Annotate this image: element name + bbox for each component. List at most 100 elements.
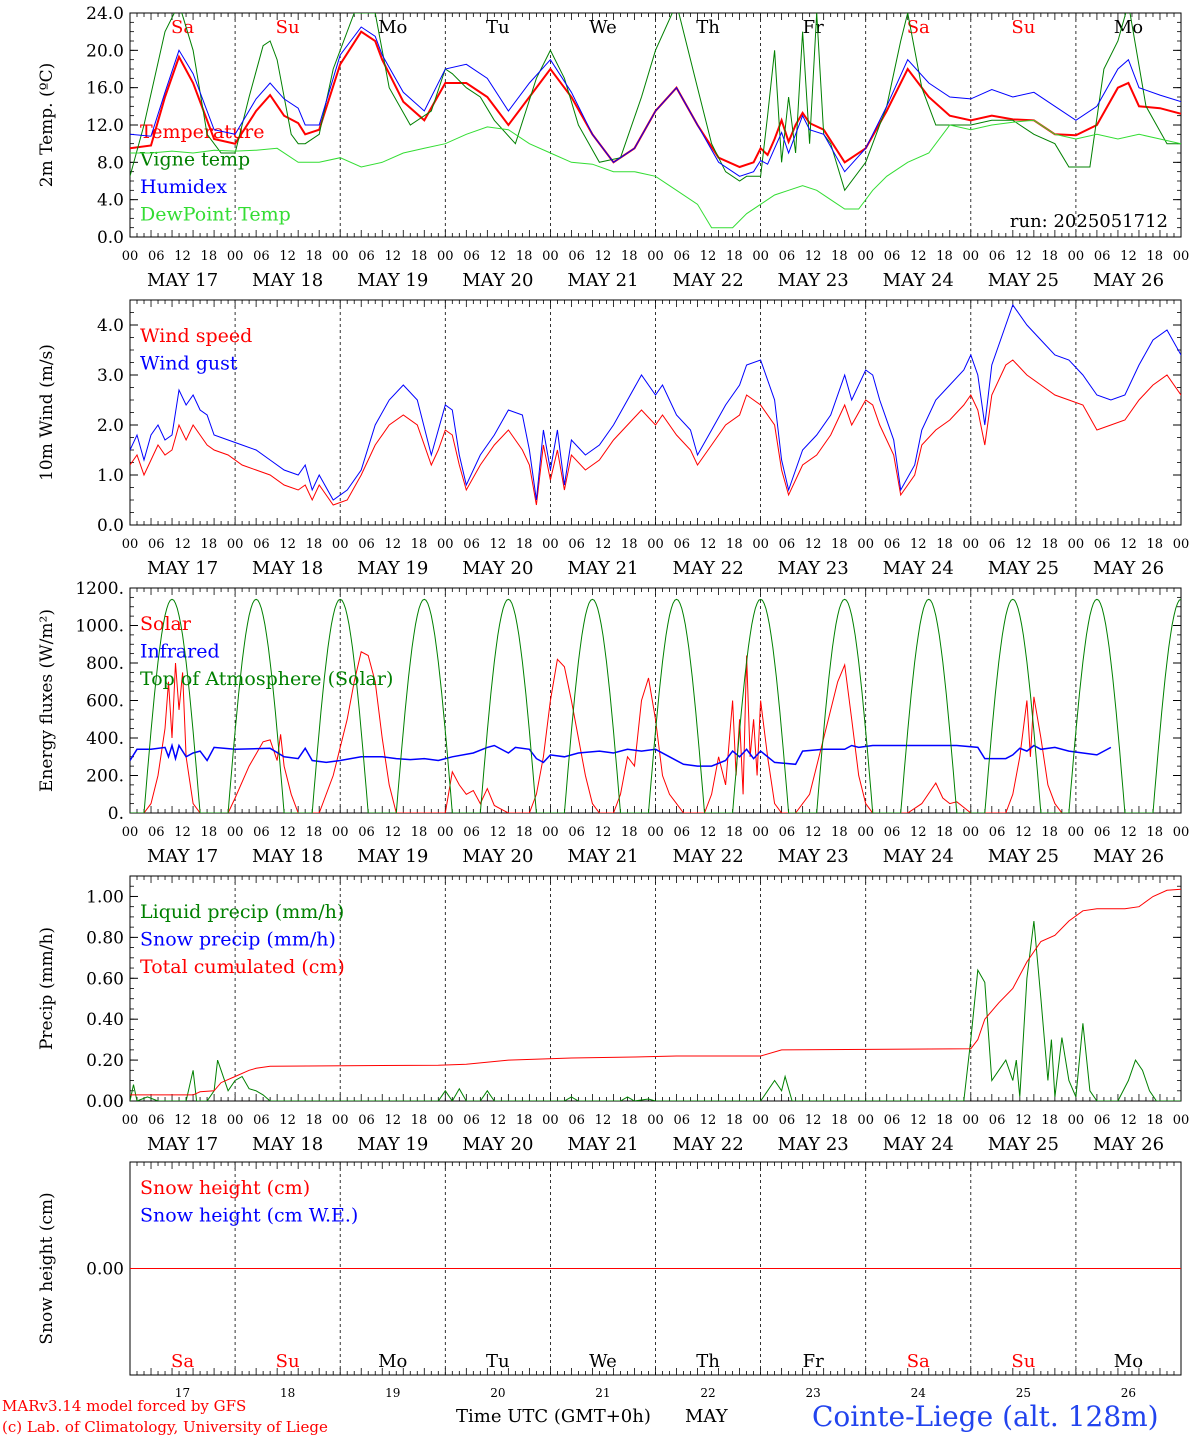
legend-entry: Snow height (cm) [140,1177,310,1199]
legend-entry: Snow height (cm W.E.) [140,1205,358,1227]
day-number: 24 [911,1386,927,1400]
y-tick-label: 4.0 [97,316,124,336]
y-tick-label: 0.80 [86,928,124,948]
y-tick-label: 0. [108,804,124,824]
hour-label: 06 [253,537,270,552]
day-abbrev: Sa [907,17,930,38]
date-label: MAY 18 [252,270,323,291]
hour-label: 06 [674,537,691,552]
date-label: MAY 19 [357,270,428,291]
day-abbrev: Su [276,1351,300,1372]
hour-label: 00 [1173,1113,1190,1128]
hour-label: 00 [857,1113,874,1128]
hour-label: 18 [1041,249,1058,264]
hour-label: 00 [542,825,559,840]
y-tick-label: 20.0 [86,41,124,61]
hour-label: 12 [1120,825,1137,840]
hour-label: 06 [148,825,165,840]
hour-label: 12 [384,1113,401,1128]
date-label: MAY 26 [1093,1134,1164,1155]
hour-label: 00 [963,825,980,840]
run-label: run: 2025051712 [1010,211,1168,232]
date-label: MAY 20 [462,846,533,867]
hour-label: 12 [595,1113,612,1128]
hour-label: 18 [1146,249,1163,264]
hour-label: 00 [122,1113,139,1128]
day-number: 25 [1016,1386,1031,1400]
date-label: MAY 26 [1093,558,1164,579]
wind-ylabel: 10m Wind (m/s) [37,344,57,481]
date-label: MAY 21 [567,270,638,291]
hour-label: 12 [910,1113,927,1128]
hour-label: 18 [306,1113,323,1128]
hour-label: 12 [490,249,507,264]
hour-label: 18 [516,1113,533,1128]
hour-label: 18 [726,537,743,552]
hour-label: 00 [227,537,244,552]
hour-label: 00 [227,825,244,840]
hour-label: 00 [227,1113,244,1128]
hour-label: 00 [437,249,454,264]
hour-label: 18 [306,825,323,840]
y-tick-label: 0.0 [97,516,124,536]
hour-label: 06 [1094,249,1111,264]
date-label: MAY 26 [1093,846,1164,867]
day-abbrev: Mo [1114,1351,1143,1372]
hour-label: 00 [647,1113,664,1128]
day-abbrev: Mo [378,1351,407,1372]
day-abbrev: Su [1011,1351,1035,1372]
day-abbrev: Su [1011,17,1035,38]
hour-label: 06 [568,249,585,264]
snow-ylabel: Snow height (cm) [37,1192,57,1344]
hour-label: 18 [411,249,428,264]
date-label: MAY 24 [883,270,954,291]
hour-label: 18 [621,249,638,264]
hour-label: 18 [516,825,533,840]
hour-label: 12 [174,249,191,264]
date-label: MAY 21 [567,1134,638,1155]
date-label: MAY 20 [462,558,533,579]
date-label: MAY 23 [778,1134,849,1155]
hour-label: 00 [857,249,874,264]
day-abbrev: Tu [486,1351,510,1372]
date-label: MAY 23 [778,270,849,291]
hour-label: 12 [279,1113,296,1128]
hour-label: 12 [1015,825,1032,840]
y-tick-label: 600. [86,692,124,712]
hour-label: 06 [884,1113,901,1128]
series-line [130,598,1181,813]
day-number: 20 [490,1386,505,1400]
series-line [130,888,1181,1096]
hour-label: 06 [989,249,1006,264]
hour-label: 12 [279,249,296,264]
hour-label: 00 [437,1113,454,1128]
hour-label: 00 [437,537,454,552]
hour-label: 00 [1173,249,1190,264]
hour-label: 12 [279,537,296,552]
hour-label: 00 [437,825,454,840]
day-number: 23 [806,1386,821,1400]
y-tick-label: 0.60 [86,969,124,989]
hour-label: 12 [1120,537,1137,552]
day-number: 26 [1121,1386,1136,1400]
y-tick-label: 12.0 [86,116,124,136]
energy-ylabel: Energy fluxes (W/m²) [37,609,57,792]
hour-label: 18 [306,537,323,552]
date-label: MAY 25 [988,558,1059,579]
hour-label: 06 [463,825,480,840]
hour-label: 18 [831,249,848,264]
hour-label: 12 [595,249,612,264]
hour-label: 06 [884,537,901,552]
hour-label: 12 [1015,249,1032,264]
date-label: MAY 23 [778,846,849,867]
date-label: MAY 25 [988,1134,1059,1155]
hour-label: 06 [674,825,691,840]
precip-ylabel: Precip (mm/h) [37,927,57,1050]
hour-label: 12 [279,825,296,840]
hour-label: 18 [726,249,743,264]
hour-label: 18 [411,537,428,552]
y-tick-label: 16.0 [86,79,124,99]
hour-label: 00 [1068,825,1085,840]
hour-label: 06 [358,1113,375,1128]
